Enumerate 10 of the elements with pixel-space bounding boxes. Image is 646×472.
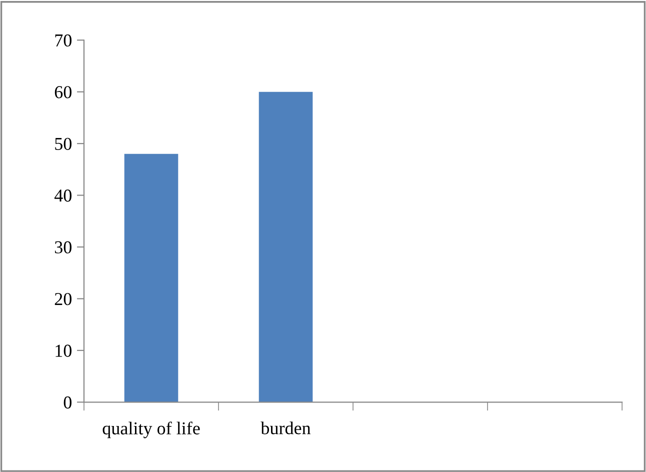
y-tick-label: 0 — [64, 396, 72, 409]
y-tick-label: 40 — [54, 190, 72, 202]
y-tick-label: 30 — [54, 241, 72, 254]
x-tick-label: quality of life — [102, 422, 200, 438]
x-tick-label: burden — [260, 422, 311, 434]
y-tick-label: 60 — [54, 86, 72, 98]
y-tick-label: 10 — [56, 344, 72, 357]
y-tick-label: 50 — [55, 138, 72, 150]
y-tick-label: 20 — [54, 292, 72, 306]
y-tick-label: 70 — [55, 34, 72, 47]
